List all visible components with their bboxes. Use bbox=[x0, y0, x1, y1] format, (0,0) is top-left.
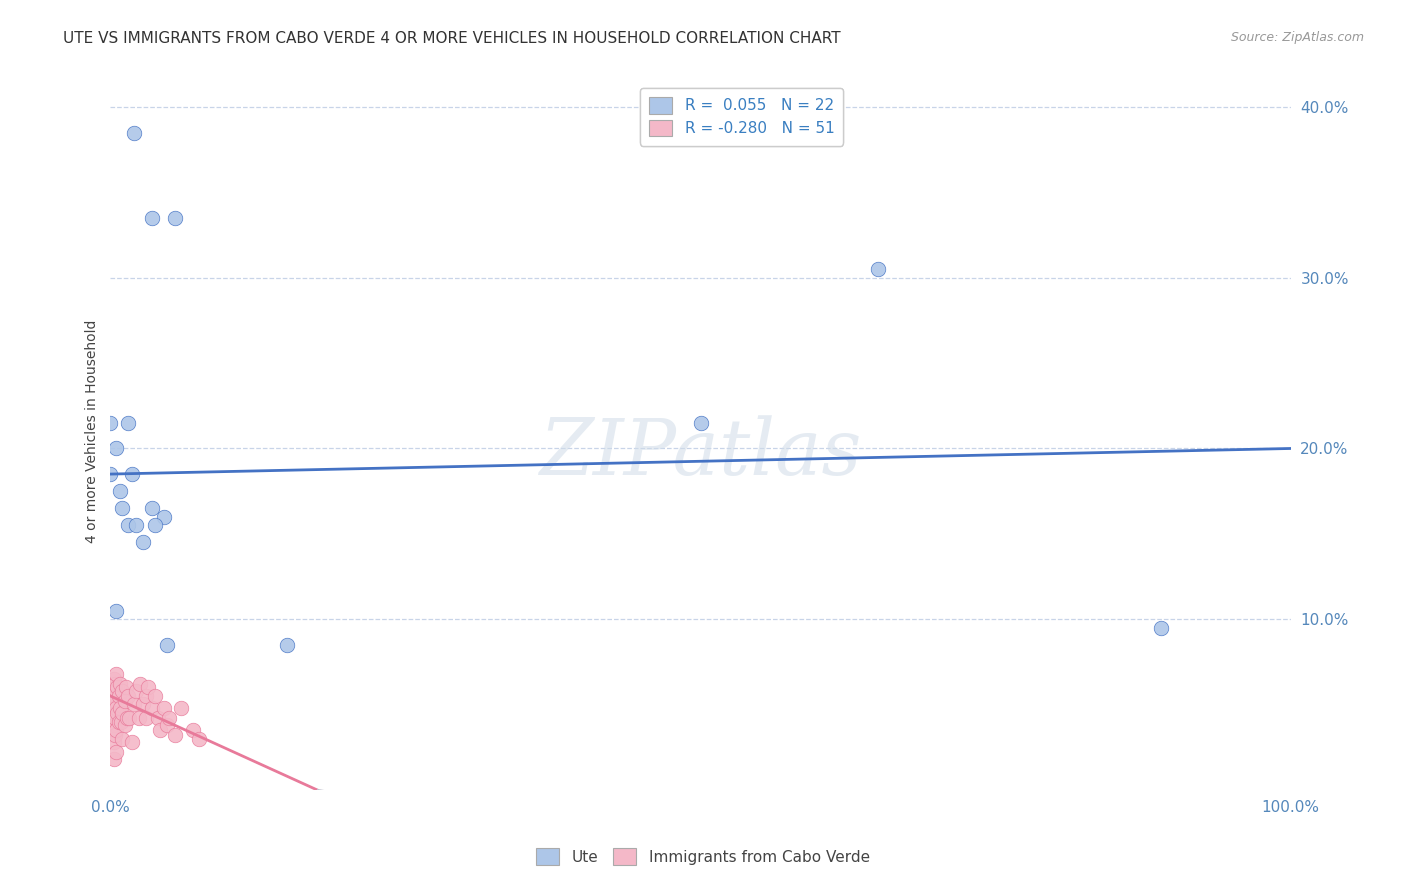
Point bbox=[689, 416, 711, 430]
Point bbox=[143, 518, 166, 533]
Point bbox=[165, 211, 187, 225]
Text: UTE VS IMMIGRANTS FROM CABO VERDE 4 OR MORE VEHICLES IN HOUSEHOLD CORRELATION CH: UTE VS IMMIGRANTS FROM CABO VERDE 4 OR M… bbox=[63, 31, 841, 46]
Point bbox=[103, 718, 125, 732]
Point bbox=[156, 718, 179, 732]
Point bbox=[128, 711, 150, 725]
Point bbox=[866, 262, 889, 277]
Point bbox=[141, 501, 163, 516]
Point bbox=[104, 728, 127, 742]
Point bbox=[103, 689, 125, 703]
Point bbox=[105, 683, 128, 698]
Point bbox=[181, 723, 204, 737]
Point bbox=[141, 701, 163, 715]
Point bbox=[132, 535, 155, 549]
Point bbox=[152, 509, 174, 524]
Text: Source: ZipAtlas.com: Source: ZipAtlas.com bbox=[1230, 31, 1364, 45]
Point bbox=[107, 706, 129, 720]
Point bbox=[132, 698, 155, 712]
Point bbox=[111, 706, 134, 720]
Point bbox=[170, 701, 193, 715]
Point bbox=[156, 638, 179, 652]
Point bbox=[122, 126, 145, 140]
Point bbox=[105, 604, 128, 618]
Point bbox=[152, 701, 174, 715]
Point bbox=[103, 701, 125, 715]
Point bbox=[125, 683, 148, 698]
Point bbox=[125, 518, 148, 533]
Point bbox=[105, 666, 128, 681]
Point bbox=[107, 681, 129, 695]
Point bbox=[136, 681, 159, 695]
Point bbox=[108, 701, 131, 715]
Point bbox=[1150, 621, 1173, 635]
Point bbox=[100, 467, 122, 481]
Point bbox=[104, 711, 127, 725]
Point bbox=[104, 677, 127, 691]
Point bbox=[105, 442, 128, 456]
Point bbox=[105, 745, 128, 759]
Point bbox=[117, 416, 139, 430]
Point bbox=[111, 501, 134, 516]
Point bbox=[110, 714, 132, 729]
Point bbox=[115, 711, 138, 725]
Point bbox=[122, 698, 145, 712]
Point bbox=[146, 711, 169, 725]
Point bbox=[141, 211, 163, 225]
Point bbox=[117, 518, 139, 533]
Point bbox=[129, 677, 152, 691]
Point bbox=[187, 731, 209, 746]
Point bbox=[118, 711, 141, 725]
Point bbox=[111, 731, 134, 746]
Point bbox=[117, 689, 139, 703]
Point bbox=[135, 711, 157, 725]
Point bbox=[114, 718, 136, 732]
Legend: R =  0.055   N = 22, R = -0.280   N = 51: R = 0.055 N = 22, R = -0.280 N = 51 bbox=[640, 87, 844, 145]
Point bbox=[100, 416, 122, 430]
Point bbox=[105, 723, 128, 737]
Point bbox=[104, 694, 127, 708]
Legend: Ute, Immigrants from Cabo Verde: Ute, Immigrants from Cabo Verde bbox=[530, 842, 876, 871]
Point bbox=[108, 484, 131, 499]
Point bbox=[105, 701, 128, 715]
Point bbox=[149, 723, 172, 737]
Point bbox=[114, 694, 136, 708]
Point bbox=[121, 735, 143, 749]
Point bbox=[165, 728, 187, 742]
Point bbox=[103, 672, 125, 686]
Point bbox=[135, 689, 157, 703]
Point bbox=[143, 689, 166, 703]
Point bbox=[111, 683, 134, 698]
Point bbox=[107, 689, 129, 703]
Y-axis label: 4 or more Vehicles in Household: 4 or more Vehicles in Household bbox=[86, 319, 100, 543]
Point bbox=[103, 735, 125, 749]
Point bbox=[121, 467, 143, 481]
Point bbox=[276, 638, 298, 652]
Point bbox=[157, 711, 180, 725]
Point bbox=[108, 677, 131, 691]
Point bbox=[107, 714, 129, 729]
Point bbox=[103, 752, 125, 766]
Text: ZIPatlas: ZIPatlas bbox=[540, 415, 862, 491]
Point bbox=[114, 681, 136, 695]
